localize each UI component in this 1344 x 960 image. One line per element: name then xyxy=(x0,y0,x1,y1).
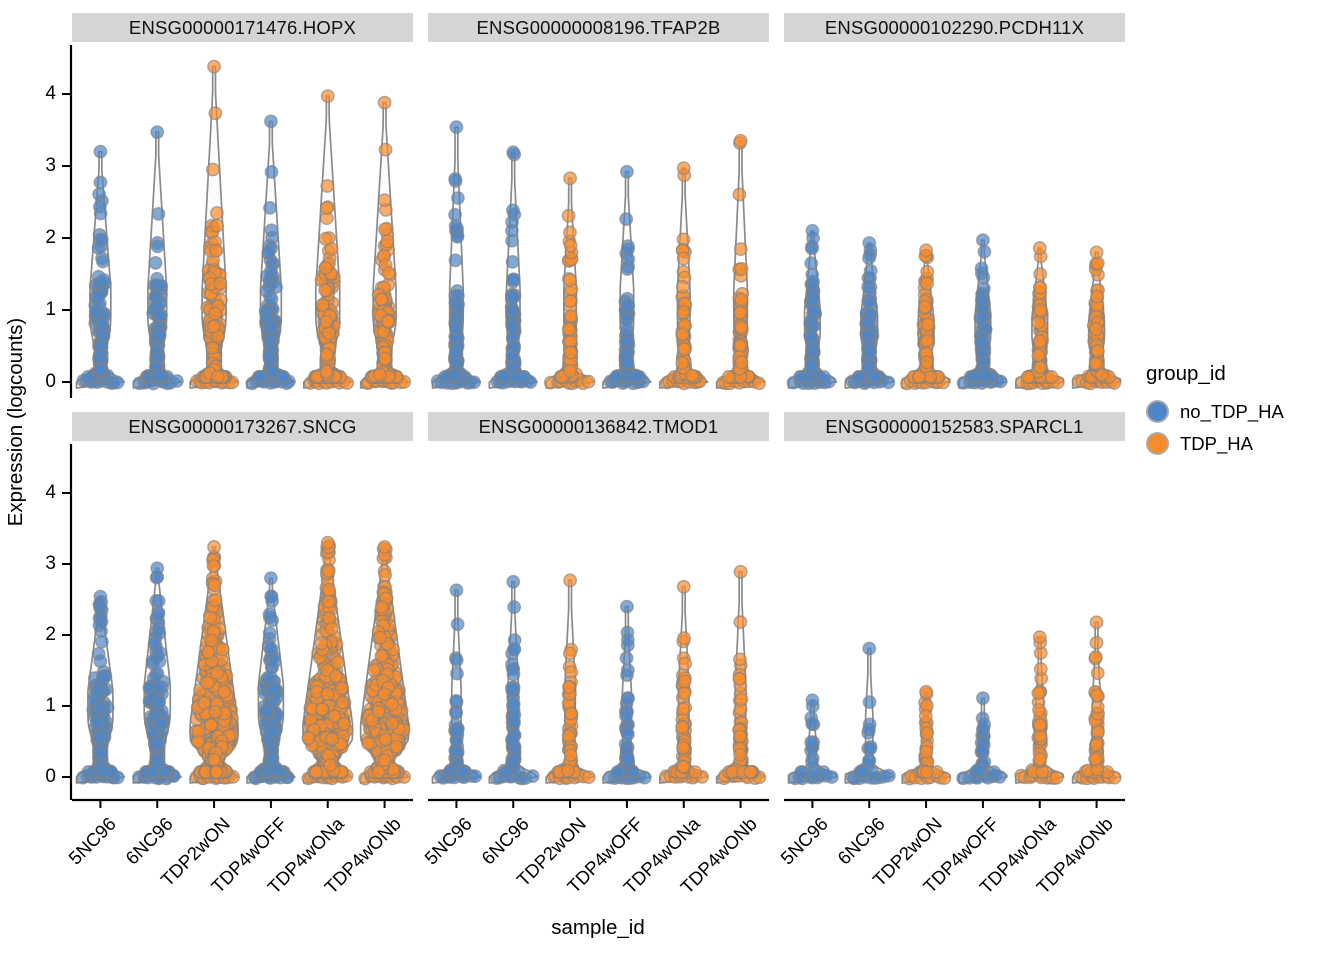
x-axis-title: sample_id xyxy=(551,916,645,939)
facet-strip-tfap2b: ENSG00000008196.TFAP2B xyxy=(428,13,769,42)
legend-item-no-tdp-ha: no_TDP_HA xyxy=(1146,400,1342,423)
y-tick-label: 0 xyxy=(45,371,56,392)
legend-title: group_id xyxy=(1146,362,1226,385)
legend: group_id no_TDP_HA TDP_HA xyxy=(1146,362,1342,464)
legend-swatch-tdp-ha xyxy=(1146,432,1169,455)
facet-strip-pcdh11x: ENSG00000102290.PCDH11X xyxy=(784,13,1125,42)
facet-strip-sparcl1: ENSG00000152583.SPARCL1 xyxy=(784,412,1125,441)
y-tick-label: 3 xyxy=(45,155,56,176)
y-tick-label: 1 xyxy=(45,695,56,716)
facet-strip-sncg: ENSG00000173267.SNCG xyxy=(72,412,413,441)
facet-title: ENSG00000136842.TMOD1 xyxy=(478,415,719,437)
y-tick-label: 4 xyxy=(45,83,56,104)
y-tick-label: 0 xyxy=(45,766,56,787)
facet-strip-hopx: ENSG00000171476.HOPX xyxy=(72,13,413,42)
facet-title: ENSG00000102290.PCDH11X xyxy=(824,16,1085,38)
y-tick-label: 1 xyxy=(45,299,56,320)
y-tick-label: 3 xyxy=(45,553,56,574)
y-tick-label: 2 xyxy=(45,624,56,645)
legend-swatch-no-tdp-ha xyxy=(1146,400,1169,423)
facet-title: ENSG00000152583.SPARCL1 xyxy=(825,415,1084,437)
y-tick-label: 2 xyxy=(45,227,56,248)
facet-title: ENSG00000008196.TFAP2B xyxy=(476,16,721,38)
facet-title: ENSG00000173267.SNCG xyxy=(128,415,357,437)
legend-label: no_TDP_HA xyxy=(1180,400,1284,422)
facet-strip-tmod1: ENSG00000136842.TMOD1 xyxy=(428,412,769,441)
legend-item-tdp-ha: TDP_HA xyxy=(1146,432,1342,455)
facet-title: ENSG00000171476.HOPX xyxy=(128,16,357,38)
legend-label: TDP_HA xyxy=(1180,432,1253,454)
y-tick-label: 4 xyxy=(45,482,56,503)
